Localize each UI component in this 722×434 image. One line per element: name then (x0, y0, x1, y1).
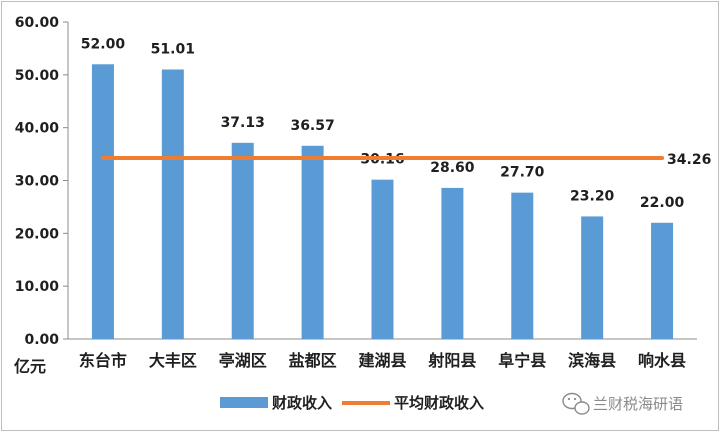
bar-data-label: 23.20 (570, 188, 615, 204)
x-category-label: 响水县 (638, 351, 686, 370)
bar-data-label: 22.00 (640, 195, 685, 211)
y-tick-label: 0.00 (24, 332, 59, 348)
bar-data-label: 36.57 (290, 118, 334, 134)
bar (161, 69, 184, 340)
x-category-label: 建湖县 (358, 351, 406, 370)
watermark: 兰财税海研语 (562, 392, 683, 415)
bar (231, 142, 254, 339)
y-tick-label: 50.00 (15, 68, 60, 84)
bar (91, 64, 114, 340)
bar-data-label: 52.00 (81, 36, 126, 52)
y-tick-label: 60.00 (15, 15, 60, 31)
y-tick-label: 30.00 (15, 174, 60, 190)
bar (651, 222, 674, 339)
bar (581, 216, 604, 339)
y-tick-label: 40.00 (15, 121, 60, 137)
bar-data-label: 37.13 (221, 115, 265, 131)
y-tick-label: 10.00 (15, 279, 60, 295)
y-axis-unit-label: 亿元 (14, 357, 46, 376)
y-tick-label: 20.00 (15, 226, 60, 242)
bar-data-label: 27.70 (500, 165, 545, 181)
average-line-label: 34.26 (667, 152, 711, 168)
bar-data-label: 28.60 (430, 160, 475, 176)
bar (301, 145, 324, 339)
legend-line-label: 平均财政收入 (394, 394, 484, 412)
bar (371, 179, 394, 339)
x-category-label: 亭湖区 (219, 351, 267, 370)
legend-bar-label: 财政收入 (272, 394, 332, 412)
x-category-label: 大丰区 (149, 351, 197, 370)
bar (441, 187, 464, 339)
watermark-text: 兰财税海研语 (593, 395, 683, 413)
bar (511, 192, 534, 339)
wechat-icon (562, 392, 590, 415)
legend-bar-swatch (220, 397, 268, 408)
x-category-label: 东台市 (79, 351, 127, 370)
legend: 财政收入 平均财政收入 (220, 394, 484, 412)
x-category-label: 滨海县 (568, 351, 616, 370)
x-category-label: 盐都区 (289, 351, 337, 370)
x-category-label: 阜宁县 (498, 351, 546, 370)
x-category-label: 射阳县 (427, 351, 476, 370)
bar-data-label: 51.01 (151, 41, 195, 57)
